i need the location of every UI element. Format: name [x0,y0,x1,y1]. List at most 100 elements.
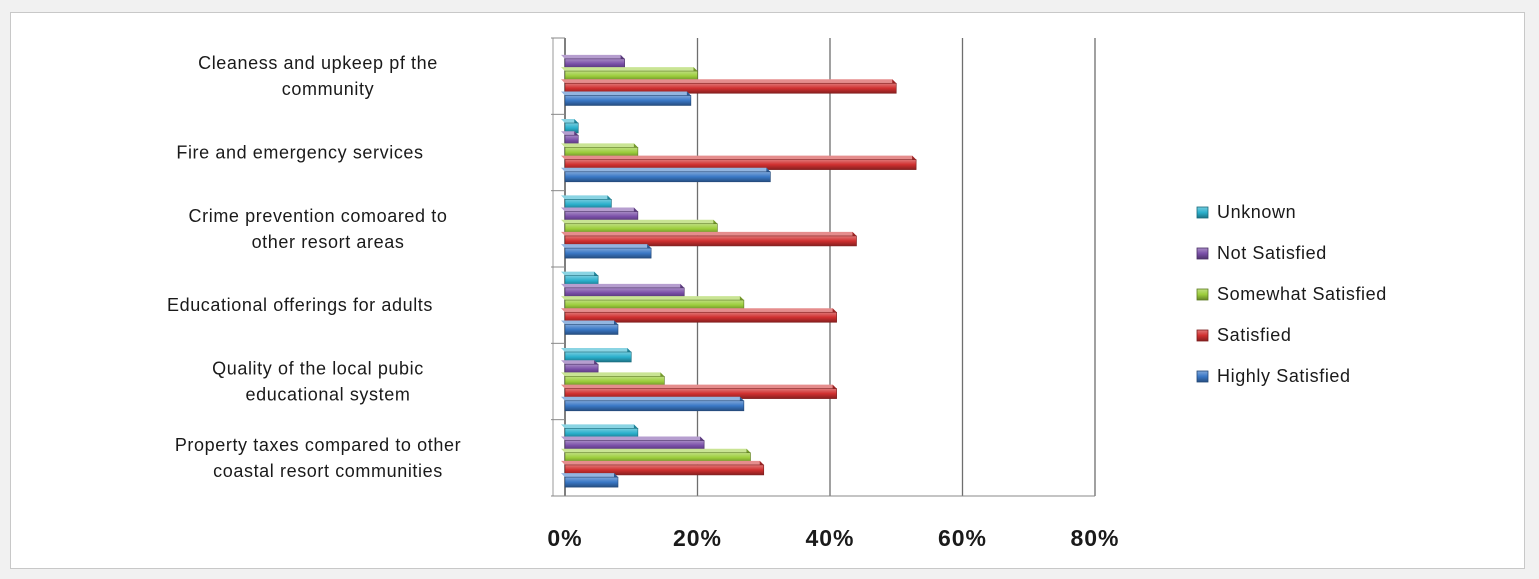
category-label: Quality of the local pubic educational sy… [212,359,424,405]
bar-unknown-1 [561,119,579,134]
bar-not-satisfied-4 [561,360,599,375]
bar-top-face [561,155,917,160]
bar-top-face [561,167,771,172]
bar-highly-satisfied-2 [561,244,652,259]
bar-unknown-5 [561,424,639,439]
bar-not-satisfied-0 [561,54,625,70]
category-label-line: educational system [246,385,411,405]
x-tick-label: 60% [938,525,987,551]
legend-label-somewhat-satisfied: Somewhat Satisfied [1217,284,1387,304]
category-label: Cleaness and upkeep pf the community [198,53,438,99]
bar-front-face [564,351,632,363]
category-label-line: Quality of the local pubic [212,359,424,379]
category-label: Educational offerings for adults [167,295,433,315]
bar-top-face [561,131,579,136]
bar-top-face [561,283,685,288]
legend-label-satisfied: Satisfied [1217,325,1291,345]
category-label-line: coastal resort communities [213,461,443,481]
bar-top-face [561,67,698,72]
bar-highly-satisfied-3 [561,320,619,335]
bar-highly-satisfied-4 [561,396,745,412]
bar-top-face [561,231,857,236]
legend-label-not-satisfied: Not Satisfied [1217,243,1327,263]
bar-satisfied-1 [561,155,917,170]
category-label-line: Fire and emergency services [176,143,423,163]
bar-top-face [561,384,837,389]
bar-top-face [561,195,612,200]
bar-not-satisfied-3 [561,283,685,299]
bar-front-face [564,235,857,247]
legend-swatch-highly-satisfied [1196,370,1209,383]
bar-somewhat-satisfied-3 [561,296,745,311]
bar-highly-satisfied-0 [561,91,692,106]
bar-front-face [564,476,619,488]
bar-top-face [561,320,618,325]
bar-highly-satisfied-5 [561,473,619,488]
bar-top-face [561,219,718,224]
category-label-line: Crime prevention comoared to [189,206,448,226]
bar-top-face [561,91,691,96]
bar-front-face [564,324,619,335]
bar-top-face [561,296,744,301]
category-label-line: Educational offerings for adults [167,295,433,315]
bar-satisfied-3 [561,308,837,323]
bar-top-face [561,271,599,276]
bar-top-face [561,396,744,401]
bar-top-face [561,79,897,84]
bar-unknown-2 [561,195,612,210]
bar-top-face [561,348,632,352]
legend-label-highly-satisfied: Highly Satisfied [1217,366,1351,386]
bar-top-face [561,54,625,59]
bar-top-face [561,143,638,148]
bar-front-face [564,171,771,183]
bar-top-face [561,360,599,365]
legend-swatch-somewhat-satisfied [1196,288,1209,301]
bar-top-face [561,372,665,377]
bar-top-face [561,207,638,212]
bar-unknown-4 [561,348,632,363]
bar-not-satisfied-1 [561,131,579,146]
bar-somewhat-satisfied-2 [561,219,718,235]
legend-swatch-unknown [1196,206,1209,219]
bar-top-face [561,308,837,313]
category-label: Fire and emergency services [176,143,423,163]
category-label-line: Cleaness and upkeep pf the [198,53,438,73]
category-label: Property taxes compared to other coastal … [175,435,461,481]
x-tick-label: 40% [805,525,854,551]
category-label: Crime prevention comoared to other resort… [189,206,448,252]
legend-label-unknown: Unknown [1217,202,1296,222]
bar-somewhat-satisfied-5 [561,448,751,464]
bar-somewhat-satisfied-0 [561,67,698,82]
bar-not-satisfied-2 [561,207,639,222]
bar-satisfied-2 [561,231,857,247]
bar-front-face [564,400,745,412]
legend-swatch-not-satisfied [1196,247,1209,260]
chart-frame [10,12,1525,569]
bar-top-face [561,448,751,453]
bar-front-face [564,464,765,476]
bar-top-face [561,119,579,123]
bar-front-face [564,95,692,106]
bar-top-face [561,244,652,249]
x-tick-label: 20% [673,525,722,551]
bar-top-face [561,424,638,429]
bar-top-face [561,460,764,465]
bar-unknown-3 [561,271,599,286]
bar-top-face [561,473,618,478]
bar-front-face [564,247,652,259]
bar-front-face [564,311,837,323]
bar-somewhat-satisfied-4 [561,372,665,387]
bar-satisfied-0 [561,79,897,94]
category-label-line: other resort areas [252,232,405,252]
bar-front-face [564,82,897,94]
legend-swatch-satisfied [1196,329,1209,342]
bar-not-satisfied-5 [561,436,705,451]
category-label-line: Property taxes compared to other [175,435,461,455]
x-tick-label: 80% [1070,525,1119,551]
bar-top-face [561,436,705,441]
x-tick-label: 0% [547,525,582,551]
bar-satisfied-4 [561,384,837,399]
category-label-line: community [282,79,374,99]
bar-satisfied-5 [561,460,765,476]
